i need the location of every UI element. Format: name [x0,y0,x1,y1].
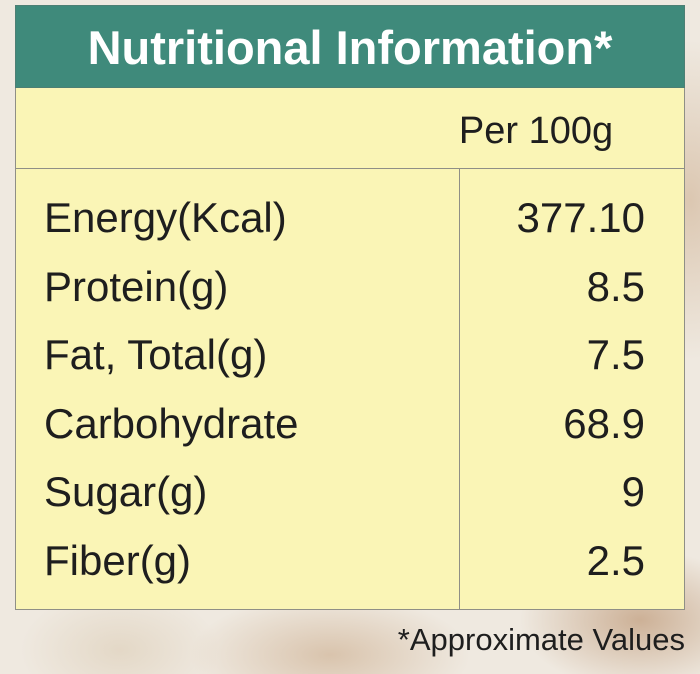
nutrient-name: Sugar(g) [44,468,208,516]
table-row: Fat, Total(g) 7.5 [16,330,684,380]
nutrient-name: Fat, Total(g) [44,331,268,379]
column-header: Per 100g [458,110,614,152]
nutrient-value: 68.9 [563,399,645,447]
nutrient-name: Carbohydrate [44,399,299,447]
nutrient-name: Protein(g) [44,262,229,310]
table-row: Carbohydrate 68.9 [16,399,684,449]
nutrient-value: 8.5 [586,262,645,310]
nutrient-value: 9 [621,468,645,516]
nutrient-value: 2.5 [586,537,645,584]
table-row: Energy(Kcal) 377.10 [16,193,684,243]
table-row: Fiber(g) 2.5 [16,536,684,586]
footnote: *Approximate Values [397,622,685,657]
divider [16,168,684,169]
table-row: Sugar(g) 9 [16,467,684,517]
nutrition-table: Per 100g Energy(Kcal) 377.10 Protein(g) 8.5… [15,88,685,610]
divider [459,168,460,609]
nutrient-value: 377.10 [516,194,645,241]
table-row: Protein(g) 8.5 [16,262,684,312]
nutrient-name: Energy(Kcal) [44,194,287,241]
title: Nutritional Information* [87,21,613,74]
header-bar: Nutritional Information* [15,5,685,88]
nutrient-name: Fiber(g) [44,537,192,584]
nutrient-value: 7.5 [586,331,645,379]
